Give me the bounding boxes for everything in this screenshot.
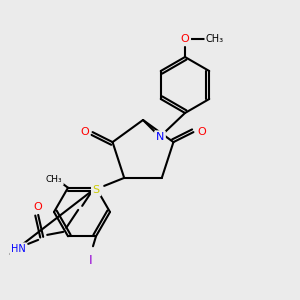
Text: O: O <box>181 34 189 44</box>
Text: O: O <box>34 202 43 212</box>
Text: I: I <box>89 254 93 267</box>
Text: HN: HN <box>11 244 26 254</box>
Text: N: N <box>156 132 164 142</box>
Text: O: O <box>80 127 89 137</box>
Text: CH₃: CH₃ <box>46 175 62 184</box>
Text: S: S <box>93 185 100 195</box>
Text: CH₃: CH₃ <box>206 34 224 44</box>
Text: O: O <box>197 127 206 137</box>
